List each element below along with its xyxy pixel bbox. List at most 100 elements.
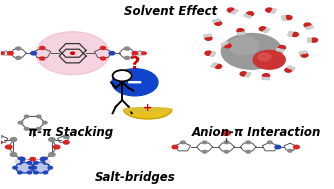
Circle shape: [246, 141, 250, 144]
Circle shape: [280, 50, 284, 52]
Circle shape: [202, 150, 207, 153]
Circle shape: [282, 18, 286, 20]
Circle shape: [16, 56, 21, 59]
Circle shape: [207, 34, 211, 36]
Circle shape: [205, 36, 212, 40]
Circle shape: [32, 166, 36, 169]
Ellipse shape: [124, 108, 172, 111]
Circle shape: [246, 12, 254, 16]
Circle shape: [125, 47, 130, 50]
Circle shape: [301, 53, 308, 57]
Circle shape: [285, 15, 292, 20]
Circle shape: [289, 32, 293, 34]
Circle shape: [221, 33, 282, 69]
Circle shape: [211, 65, 215, 67]
Circle shape: [253, 50, 285, 69]
Text: Salt-bridges: Salt-bridges: [95, 170, 175, 184]
Circle shape: [109, 52, 115, 55]
Circle shape: [36, 115, 41, 118]
Polygon shape: [124, 109, 172, 119]
Circle shape: [307, 38, 311, 40]
Text: Solvent Effect: Solvent Effect: [124, 5, 217, 19]
Circle shape: [16, 162, 34, 173]
Circle shape: [40, 46, 45, 50]
Circle shape: [125, 56, 130, 59]
Circle shape: [275, 145, 281, 149]
Circle shape: [228, 37, 259, 55]
Circle shape: [18, 121, 23, 124]
Circle shape: [31, 52, 36, 55]
Circle shape: [10, 138, 17, 141]
Circle shape: [18, 171, 22, 174]
Circle shape: [214, 64, 221, 68]
Circle shape: [311, 38, 318, 42]
Circle shape: [227, 8, 234, 12]
Circle shape: [27, 171, 32, 174]
Circle shape: [264, 30, 267, 33]
Circle shape: [271, 11, 275, 13]
Circle shape: [213, 63, 217, 65]
Circle shape: [291, 32, 298, 36]
Circle shape: [24, 128, 29, 130]
Circle shape: [224, 141, 229, 144]
Circle shape: [291, 67, 295, 70]
Circle shape: [212, 20, 216, 22]
Text: +: +: [143, 103, 152, 113]
Text: π-π Stacking: π-π Stacking: [28, 125, 114, 139]
Circle shape: [241, 32, 245, 34]
Circle shape: [36, 32, 110, 75]
Circle shape: [42, 121, 47, 124]
Circle shape: [27, 161, 32, 164]
Circle shape: [34, 171, 38, 174]
Circle shape: [101, 57, 106, 60]
Circle shape: [40, 57, 45, 60]
Text: ?: ?: [130, 56, 140, 74]
Circle shape: [246, 150, 250, 153]
Circle shape: [18, 157, 25, 161]
Circle shape: [7, 52, 13, 55]
Circle shape: [30, 158, 35, 161]
Circle shape: [277, 49, 280, 51]
Circle shape: [18, 161, 22, 164]
Circle shape: [303, 51, 307, 53]
Circle shape: [307, 40, 311, 43]
Circle shape: [222, 131, 230, 135]
Circle shape: [0, 52, 4, 55]
Circle shape: [63, 135, 69, 138]
Circle shape: [101, 46, 106, 50]
Circle shape: [16, 47, 21, 50]
Circle shape: [266, 28, 270, 31]
Circle shape: [259, 27, 266, 31]
Circle shape: [244, 14, 248, 17]
Circle shape: [29, 166, 33, 169]
Circle shape: [262, 77, 266, 80]
Circle shape: [142, 52, 146, 55]
Circle shape: [46, 160, 50, 163]
Circle shape: [216, 19, 220, 21]
Circle shape: [279, 46, 286, 50]
Circle shape: [285, 68, 292, 72]
Circle shape: [266, 8, 273, 12]
Circle shape: [210, 54, 214, 56]
Circle shape: [288, 149, 292, 152]
Circle shape: [263, 74, 270, 78]
Circle shape: [49, 138, 55, 141]
Circle shape: [304, 23, 311, 27]
Circle shape: [237, 29, 244, 33]
Circle shape: [310, 26, 313, 28]
Circle shape: [234, 10, 238, 12]
Circle shape: [113, 70, 132, 81]
Circle shape: [221, 43, 225, 46]
Circle shape: [32, 162, 50, 173]
Circle shape: [112, 69, 158, 96]
Circle shape: [268, 141, 272, 144]
Circle shape: [247, 73, 251, 75]
Text: Anion-π Interaction: Anion-π Interaction: [192, 125, 321, 139]
Circle shape: [172, 145, 178, 149]
Circle shape: [224, 150, 229, 153]
Circle shape: [266, 77, 270, 80]
Circle shape: [15, 160, 20, 163]
Circle shape: [181, 141, 185, 144]
Circle shape: [53, 145, 60, 149]
Circle shape: [132, 52, 138, 55]
